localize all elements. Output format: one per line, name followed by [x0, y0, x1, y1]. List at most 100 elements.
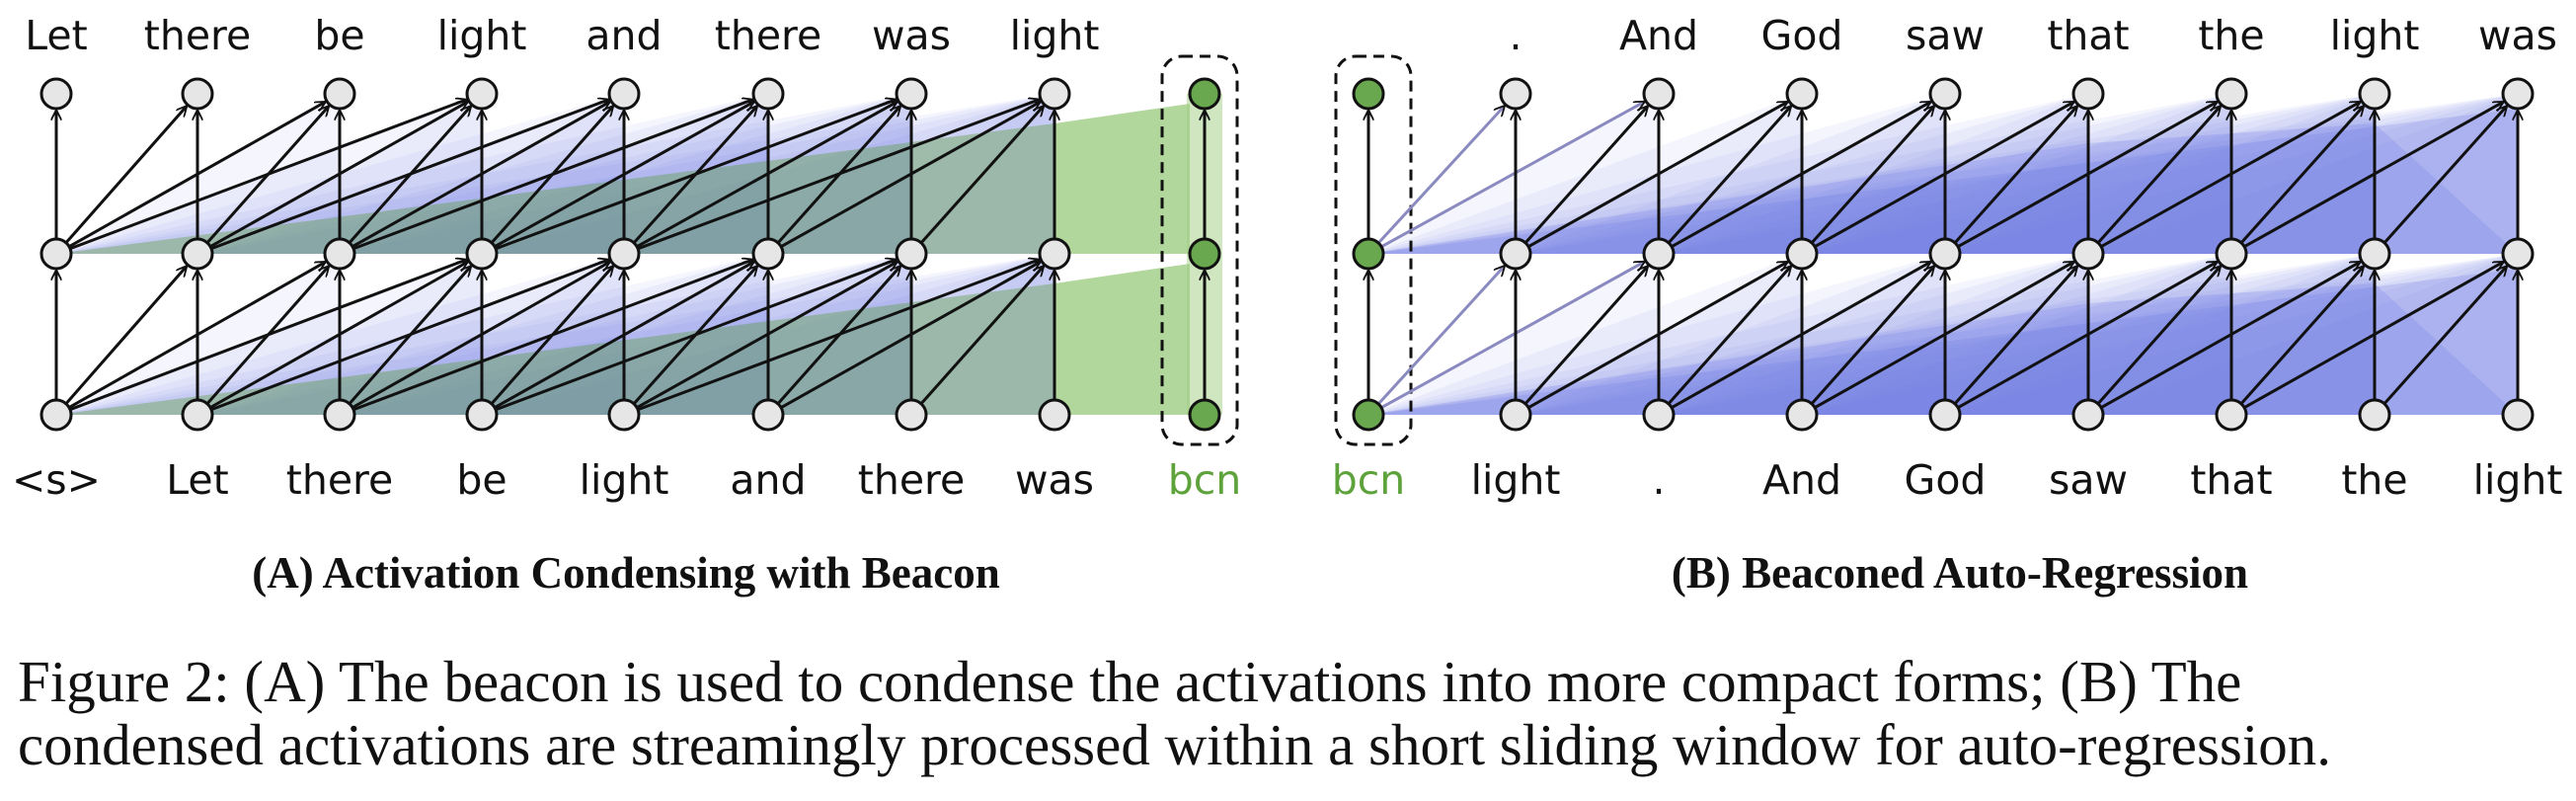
panel-b-lower-diagonal-edge — [2383, 267, 2507, 405]
panel-a-nodes — [39, 77, 1221, 432]
panel-a-green-band — [1054, 104, 1190, 254]
panel-a-bottom-token: <s> — [12, 456, 101, 504]
panel-a-upper-diagonal-edge — [920, 107, 1044, 244]
panel-b-upper-diagonal-edge — [1668, 107, 1791, 244]
panel-b-top-labels: . And God saw that the light was — [1509, 12, 2557, 59]
panel-a-activation-node — [39, 77, 73, 111]
panel-a-bottom-token: be — [456, 456, 507, 504]
panel-a-beacon-label: bcn — [1168, 456, 1242, 504]
panel-a-bottom-token: was — [1015, 456, 1094, 504]
panel-b-activation-node — [1785, 237, 1819, 271]
panel-a-beacon-box — [1160, 54, 1239, 446]
panel-a-bottom-labels: <s> Let there be light and there was — [12, 456, 1094, 504]
panel-a-top-token: light — [1010, 12, 1100, 59]
panel-b-top-token: And — [1619, 12, 1698, 59]
panel-b-lower-diagonal-edge — [2240, 267, 2364, 405]
panel-a-green-band — [1054, 264, 1190, 415]
panel-b-activation-node — [2501, 237, 2535, 271]
panel-b-activation-node — [2215, 398, 2248, 432]
panel-b-bottom-labels: light. And God saw that the light — [1471, 456, 2563, 504]
panel-b-activation-node — [2071, 398, 2105, 432]
panel-b: . And God saw that the light was light. And God sa… — [1332, 12, 2563, 598]
panel-a-activation-node — [1038, 398, 1071, 432]
panel-a-green-fan — [56, 283, 1054, 415]
panel-a-bottom-token: Let — [166, 456, 228, 504]
panel-a-top-token: Let — [25, 12, 87, 59]
panel-b-activation-node — [2215, 77, 2248, 111]
figure-caption: Figure 2: (A) The beacon is used to cond… — [18, 650, 2565, 776]
panel-b-bottom-token: . — [1652, 456, 1665, 504]
panel-b-top-token: was — [2478, 12, 2557, 59]
panel-a-activation-node — [181, 237, 214, 271]
panel-b-upper-diagonal-edge — [2383, 107, 2507, 244]
panel-a-activation-node — [465, 77, 499, 111]
panel-a-activation-node — [607, 398, 641, 432]
panel-a-lower-diagonal-edge — [777, 267, 900, 405]
panel-b-top-token: light — [2330, 12, 2420, 59]
panel-a-bottom-token: light — [580, 456, 669, 504]
panel-b-activation-node — [1642, 77, 1676, 111]
panel-b-activation-node — [1928, 237, 1962, 271]
panel-a-edges — [56, 100, 1205, 411]
panel-a-activation-node — [751, 77, 785, 111]
panel-b-lower-diagonal-edge — [1668, 267, 1791, 405]
panel-a-activation-node — [751, 398, 785, 432]
panel-a-activation-node — [465, 398, 499, 432]
panel-a-top-token: there — [715, 12, 821, 59]
panel-a-activation-node — [323, 237, 356, 271]
panel-b-top-token: saw — [1906, 12, 1985, 59]
panel-a-upper-diagonal-edge — [349, 107, 471, 244]
panel-a-activation-node — [181, 398, 214, 432]
panel-b-activation-node — [2358, 77, 2391, 111]
panel-a-upper-diagonal-edge — [65, 107, 187, 243]
panel-b-activation-node — [2071, 77, 2105, 111]
panel-b-beacon-label: bcn — [1332, 456, 1406, 504]
panel-a-activation-node — [607, 237, 641, 271]
panel-b-bottom-token: God — [1905, 456, 1987, 504]
panel-b-activation-node — [1642, 398, 1676, 432]
panel-a-activation-node — [465, 237, 499, 271]
panel-b-bottom-token: And — [1762, 456, 1841, 504]
panel-a-beacon-node — [1188, 398, 1221, 432]
panel-a-activation-node — [895, 398, 928, 432]
panel-a-lower-diagonal-edge — [206, 267, 329, 405]
panel-a-top-token: be — [314, 12, 364, 59]
panel-b-lower-beacon-diagonal — [1377, 267, 1505, 405]
panel-a-activation-node — [39, 398, 73, 432]
panel-a-upper-diagonal-edge — [491, 107, 613, 244]
panel-a-bottom-token: there — [858, 456, 965, 504]
panel-b-upper-diagonal-edge — [1524, 107, 1648, 244]
panel-b-upper-diagonal-edge — [2240, 107, 2364, 244]
panel-a: Let there be light and there was light <s> Let th… — [12, 12, 1241, 598]
panel-a-top-labels: Let there be light and there was light — [25, 12, 1099, 59]
panel-b-activation-node — [1499, 237, 1532, 271]
panel-b-activation-node — [1928, 398, 1962, 432]
panel-a-bottom-token: and — [730, 456, 806, 504]
panel-a-activation-node — [751, 237, 785, 271]
caption-line-1: Figure 2: (A) The beacon is used to cond… — [18, 649, 2242, 714]
caption-line-2: condensed activations are streamingly pr… — [18, 712, 2332, 777]
panel-b-activation-node — [1785, 77, 1819, 111]
panel-a-lower-diagonal-edge — [633, 267, 757, 405]
panel-b-activation-node — [2071, 237, 2105, 271]
panel-a-activation-node — [39, 237, 73, 271]
panel-b-activation-node — [1642, 237, 1676, 271]
panel-a-activation-node — [181, 77, 214, 111]
panel-b-lower-diagonal-edge — [1811, 267, 1934, 405]
panel-b-top-token: the — [2198, 12, 2264, 59]
panel-b-lower-diagonal-edge — [2097, 267, 2221, 405]
panel-b-beacon-node — [1352, 398, 1385, 432]
panel-b-title: (B) Beaconed Auto-Regression — [1672, 548, 2248, 598]
panel-b-activation-node — [2358, 237, 2391, 271]
panel-a-top-token: light — [437, 12, 527, 59]
panel-b-lower-diagonal-edge — [1524, 267, 1648, 405]
panel-b-nodes — [1352, 77, 2535, 432]
panel-a-lower-diagonal-edge — [920, 267, 1044, 405]
panel-b-beacon-node — [1352, 237, 1385, 271]
panel-a-activation-node — [607, 77, 641, 111]
panel-a-bottom-token: there — [286, 456, 393, 504]
panel-b-activation-node — [2501, 398, 2535, 432]
panel-b-activation-node — [1499, 77, 1532, 111]
panel-a-title: (A) Activation Condensing with Beacon — [252, 548, 1000, 598]
panel-b-bottom-token: light — [1471, 456, 1561, 504]
